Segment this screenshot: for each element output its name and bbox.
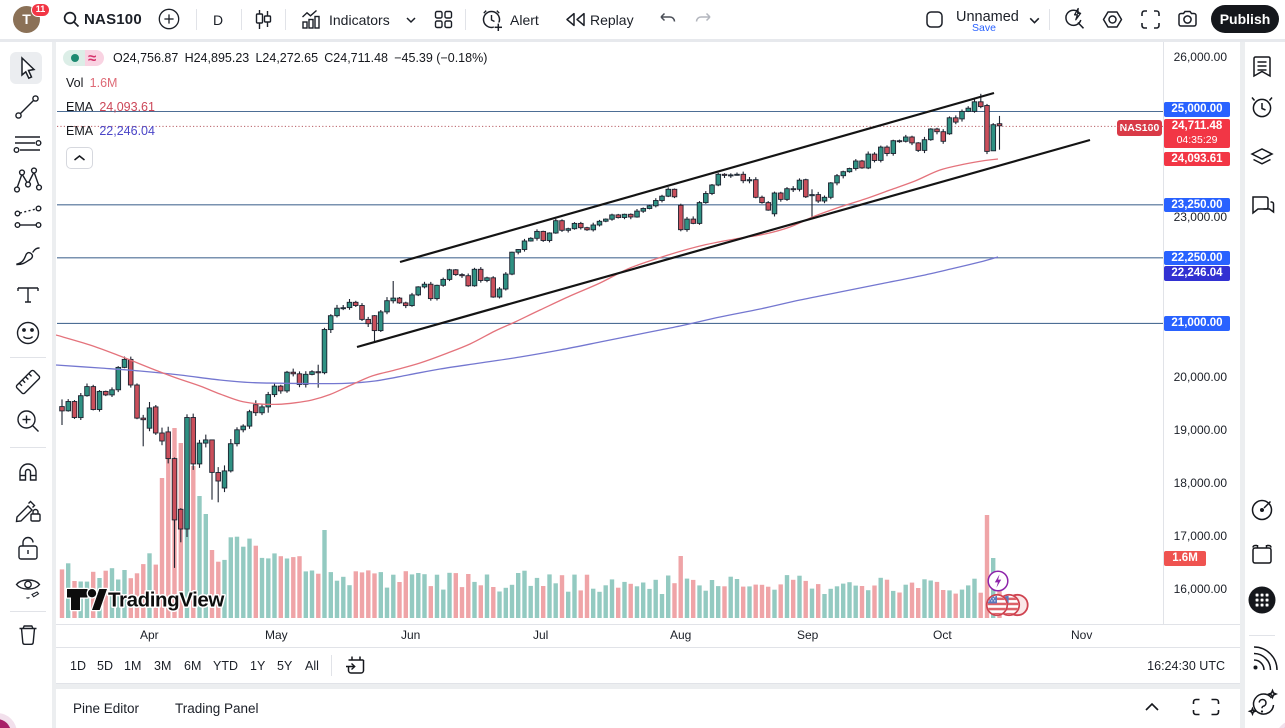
- svg-text:TradingView: TradingView: [108, 589, 224, 612]
